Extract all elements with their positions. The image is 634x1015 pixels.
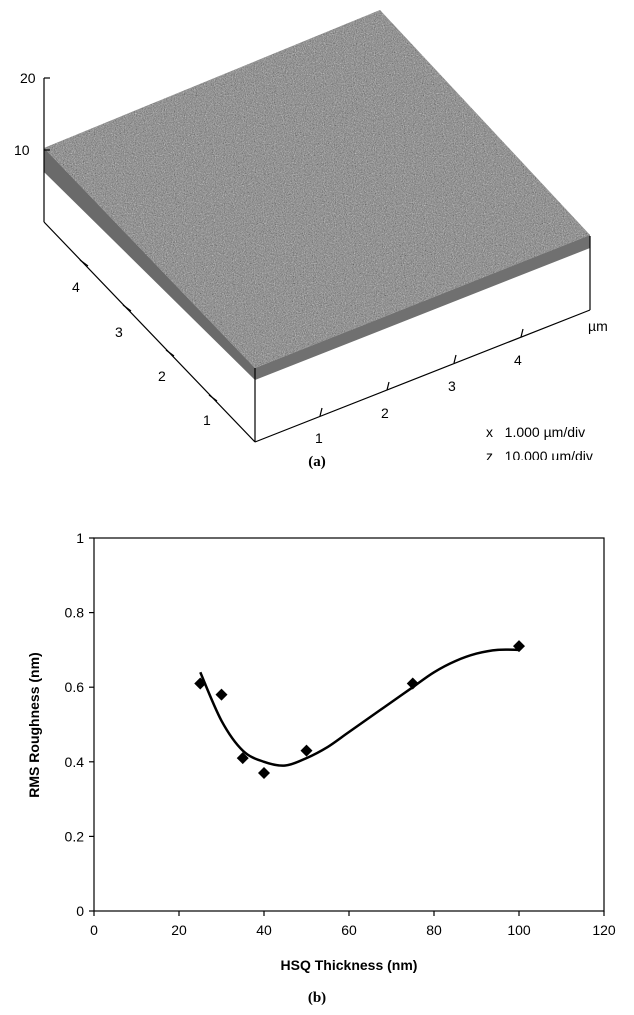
x-tick-label: 80: [426, 922, 442, 938]
scale-note-z: z 10.000 µm/div: [486, 448, 593, 460]
data-point-marker: [300, 744, 313, 757]
x-tick-label: 1: [315, 430, 323, 446]
y-tick-2: [165, 349, 175, 357]
data-point-marker: [215, 688, 228, 701]
data-point-marker: [513, 640, 525, 653]
surface-front-left-face: [44, 148, 255, 380]
z-axis: [43, 77, 50, 222]
x-axis: [254, 236, 591, 443]
fit-curve: [199, 648, 520, 767]
panel-label-a: (a): [308, 454, 326, 470]
surface-texture: [44, 10, 590, 368]
x-tick-label: 2: [381, 405, 389, 421]
plot-frame: [93, 537, 605, 912]
y-tick-label: 0.4: [65, 754, 85, 770]
data-point-marker: [406, 677, 419, 690]
z-tick-label: 10: [14, 142, 30, 158]
x-axis-ticks: 0 20 40 60 80 100 120: [90, 911, 616, 938]
panel-label-b: (b): [307, 990, 327, 1006]
x-tick-label: 40: [256, 922, 272, 938]
y-tick-label: 0.8: [65, 605, 85, 621]
y-tick-label: 0: [76, 903, 84, 919]
x-axis-title: HSQ Thickness (nm): [281, 957, 418, 973]
y-tick-label: 0.6: [65, 679, 85, 695]
x-tick-label: 3: [448, 378, 456, 394]
y-tick-label: 0.2: [65, 828, 85, 844]
y-tick-label: 4: [72, 279, 80, 295]
x-tick-4: [520, 328, 524, 338]
y-tick-label: 2: [158, 368, 166, 384]
x-tick-label: 4: [514, 352, 522, 368]
unit-label: µm: [588, 318, 608, 334]
y-tick-label: 1: [76, 530, 84, 546]
data-points: [194, 640, 525, 779]
y-tick-4: [79, 259, 89, 267]
x-tick-label: 60: [341, 922, 357, 938]
x-tick-label: 0: [90, 922, 98, 938]
x-tick-3: [453, 354, 457, 364]
data-point-marker: [236, 752, 249, 765]
data-point-marker: [194, 677, 207, 690]
y-axis-ticks: 0 0.2 0.4 0.6 0.8 1: [65, 530, 94, 919]
scale-note-x: x 1.000 µm/div: [486, 424, 585, 440]
y-tick-label: 1: [203, 412, 211, 428]
y-tick-label: 3: [115, 324, 123, 340]
y-tick-1: [208, 394, 218, 402]
data-point-marker: [258, 766, 270, 779]
z-tick-label: 20: [20, 70, 36, 86]
y-depth-axis: [43, 221, 256, 443]
afm-surface-chart: 20 10 4 3 2 1 1 2 3 4 µm x 1.000 µm/div …: [14, 10, 608, 460]
y-tick-3: [122, 304, 132, 312]
x-tick-label: 20: [171, 922, 187, 938]
x-tick-1: [319, 407, 323, 417]
x-tick-label: 100: [507, 922, 531, 938]
x-tick-label: 120: [592, 922, 616, 938]
surface-front-right-face: [255, 235, 590, 380]
x-tick-2: [386, 381, 390, 391]
y-axis-title: RMS Roughness (nm): [26, 652, 42, 797]
